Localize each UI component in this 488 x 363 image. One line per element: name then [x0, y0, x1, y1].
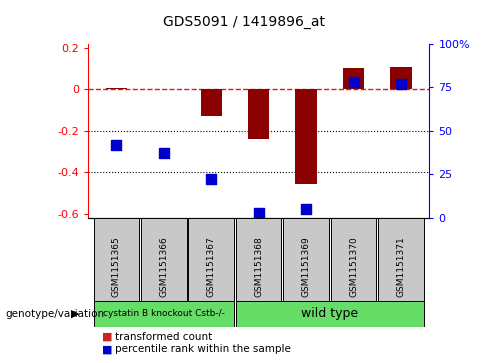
Point: [160, 150, 168, 156]
Point: [207, 176, 215, 182]
Bar: [236, 301, 424, 327]
Text: genotype/variation: genotype/variation: [5, 309, 104, 319]
Point: [349, 79, 357, 85]
Bar: [94, 218, 139, 301]
Bar: [378, 218, 424, 301]
Bar: [390, 68, 412, 89]
Text: GSM1151368: GSM1151368: [254, 236, 263, 297]
Text: transformed count: transformed count: [115, 331, 212, 342]
Bar: [188, 218, 234, 301]
Bar: [236, 218, 282, 301]
Bar: [248, 89, 269, 139]
Text: ■: ■: [102, 331, 113, 342]
Text: GSM1151371: GSM1151371: [396, 236, 406, 297]
Point: [255, 210, 263, 216]
Point: [397, 81, 405, 86]
Text: ■: ■: [102, 344, 113, 354]
Bar: [295, 89, 317, 184]
Bar: [201, 89, 222, 116]
Text: GSM1151365: GSM1151365: [112, 236, 121, 297]
Text: GSM1151370: GSM1151370: [349, 236, 358, 297]
Text: wild type: wild type: [301, 307, 358, 321]
Bar: [331, 218, 376, 301]
Bar: [94, 301, 234, 327]
Point: [112, 142, 120, 147]
Text: GSM1151366: GSM1151366: [159, 236, 168, 297]
Bar: [284, 218, 329, 301]
Text: ▶: ▶: [71, 309, 80, 319]
Point: [302, 206, 310, 212]
Bar: [141, 218, 186, 301]
Text: GDS5091 / 1419896_at: GDS5091 / 1419896_at: [163, 15, 325, 29]
Text: cystatin B knockout Cstb-/-: cystatin B knockout Cstb-/-: [103, 310, 224, 318]
Text: GSM1151367: GSM1151367: [207, 236, 216, 297]
Text: GSM1151369: GSM1151369: [302, 236, 310, 297]
Bar: [343, 69, 364, 89]
Text: percentile rank within the sample: percentile rank within the sample: [115, 344, 290, 354]
Bar: [105, 88, 127, 89]
